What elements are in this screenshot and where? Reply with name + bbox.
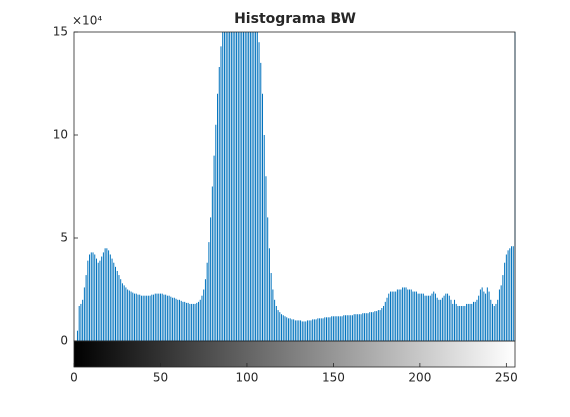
y-tick-label: 15 [53,25,68,39]
x-tick-label: 200 [408,371,431,385]
x-tick-label: 100 [235,371,258,385]
x-tick-label: 0 [70,371,78,385]
x-tick-label: 150 [322,371,345,385]
axes-box [73,31,516,342]
chart-title: Histograma BW [234,11,356,27]
colorbar [73,340,516,368]
y-tick-label: 0 [60,334,68,348]
y-tick-label: 5 [60,231,68,245]
y-tick-label: 10 [53,128,68,142]
x-tick-label: 250 [495,371,518,385]
x-tick-label: 50 [153,371,168,385]
y-exponent: ×10⁴ [72,14,102,28]
